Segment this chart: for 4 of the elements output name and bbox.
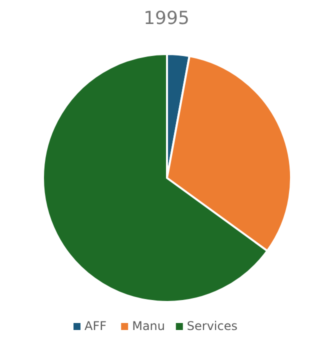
legend-label: Services xyxy=(186,319,238,333)
chart-title: 1995 xyxy=(144,8,190,29)
legend-label: AFF xyxy=(84,319,107,333)
legend-label: Manu xyxy=(132,319,166,333)
